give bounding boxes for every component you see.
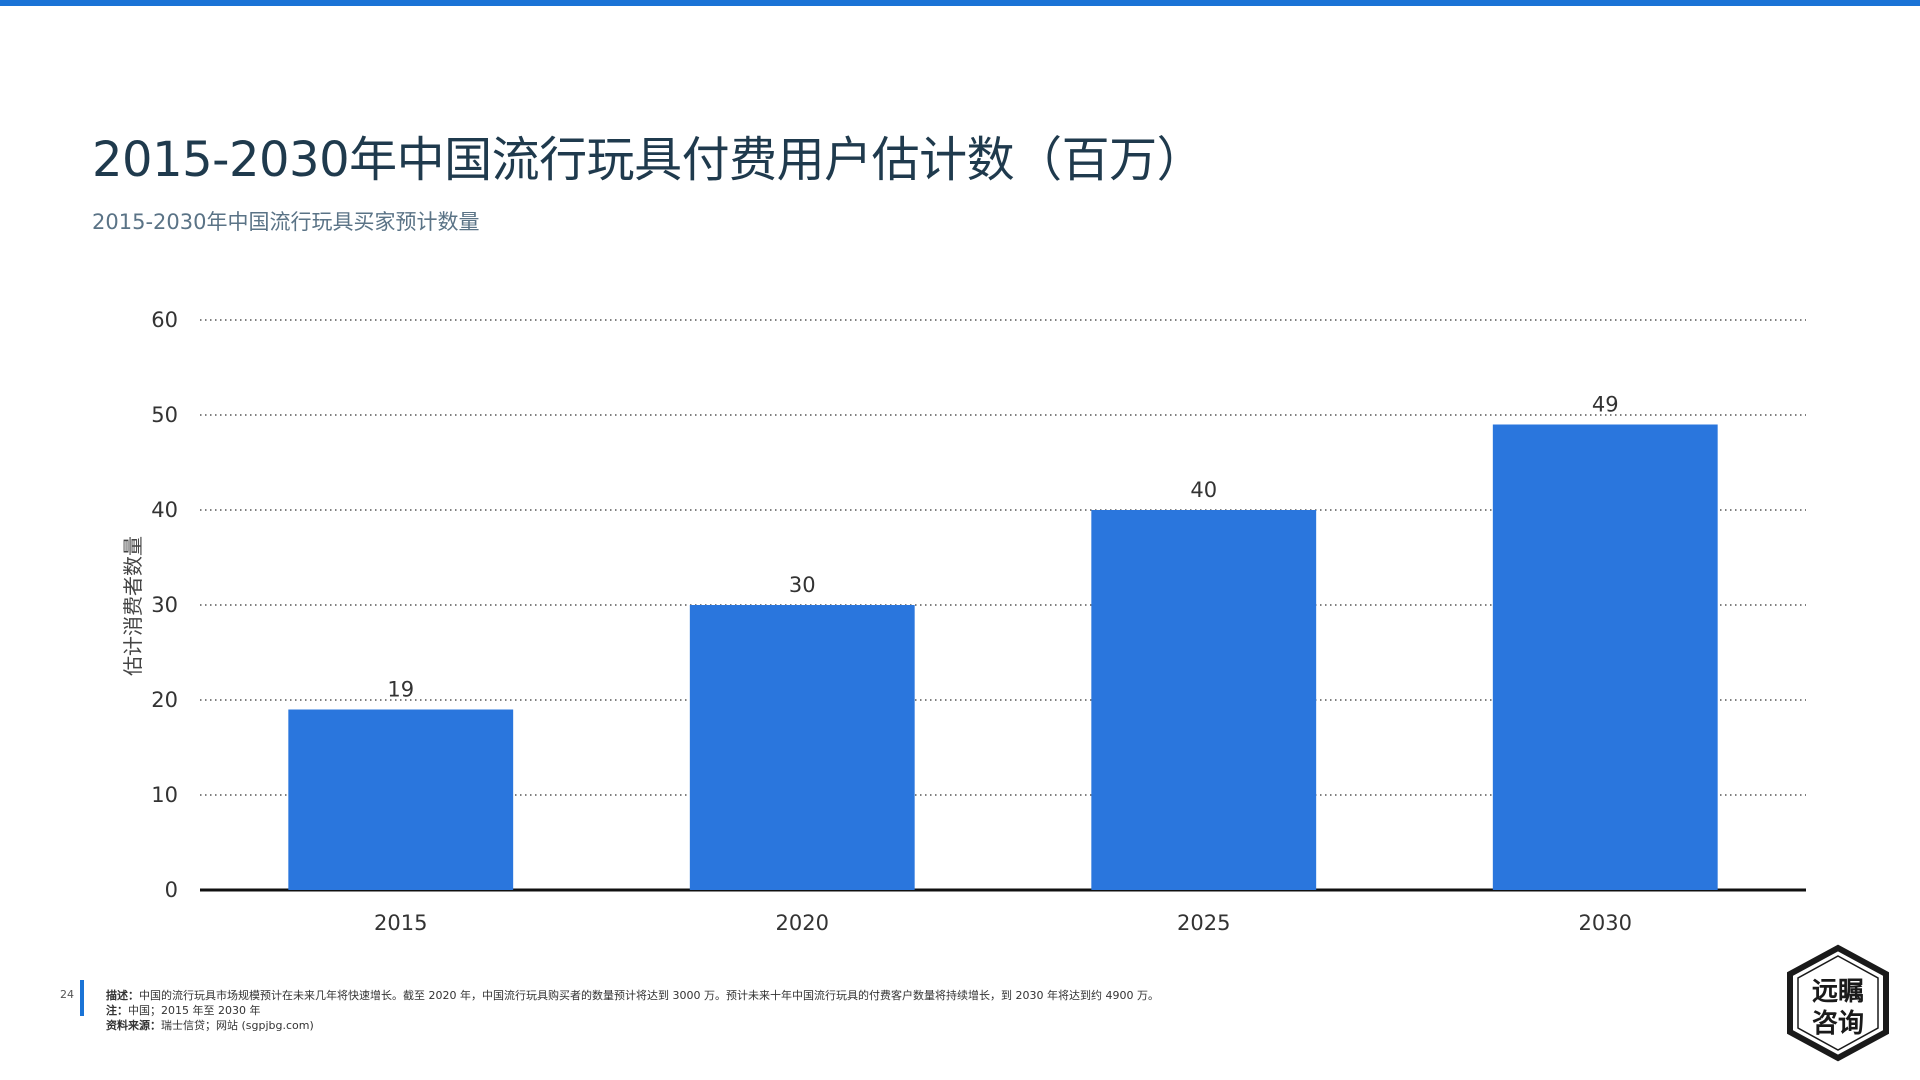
x-tick-label-2025: 2025 — [1177, 911, 1230, 935]
footer-description: 描述：中国的流行玩具市场规模预计在未来几年将快速增长。截至 2020 年，中国流… — [106, 988, 1159, 1003]
note-label: 注： — [106, 1004, 128, 1017]
bar-2015 — [288, 709, 514, 890]
top-accent-bar — [0, 0, 1920, 6]
x-tick-label-2015: 2015 — [374, 911, 427, 935]
source-text: 瑞士信贷；网站 (sgpjbg.com) — [161, 1019, 314, 1032]
logo-text-line1: 远瞩 — [1812, 977, 1864, 1007]
data-label-2030: 49 — [1592, 393, 1619, 417]
note-text: 中国；2015 年至 2030 年 — [128, 1004, 261, 1017]
y-axis-title: 估计消费者数量 — [121, 536, 145, 676]
page-subtitle: 2015-2030年中国流行玩具买家预计数量 — [92, 210, 480, 234]
y-tick-label: 0 — [165, 878, 178, 902]
description-label: 描述： — [106, 989, 139, 1002]
footer-accent-line — [80, 980, 84, 1016]
y-tick-label: 20 — [151, 688, 178, 712]
y-tick-label: 30 — [151, 593, 178, 617]
y-tick-label: 60 — [151, 308, 178, 332]
footer-notes: 描述：中国的流行玩具市场规模预计在未来几年将快速增长。截至 2020 年，中国流… — [106, 988, 1159, 1033]
bar-2025 — [1091, 510, 1317, 890]
source-label: 资料来源： — [106, 1019, 161, 1032]
bars-layer — [288, 424, 1718, 890]
y-tick-label: 10 — [151, 783, 178, 807]
footer-source: 资料来源：瑞士信贷；网站 (sgpjbg.com) — [106, 1018, 1159, 1033]
bar-2030 — [1492, 424, 1718, 890]
bar-2020 — [689, 605, 915, 890]
page-title: 2015-2030年中国流行玩具付费用户估计数（百万） — [92, 132, 1205, 188]
company-logo: 远瞩 咨询 — [1787, 944, 1889, 1062]
page-number: 24 — [60, 988, 74, 1001]
y-tick-label: 50 — [151, 403, 178, 427]
x-tick-label-2030: 2030 — [1579, 911, 1632, 935]
data-label-2020: 30 — [789, 573, 816, 597]
logo-text-line2: 咨询 — [1812, 1008, 1864, 1039]
description-text: 中国的流行玩具市场规模预计在未来几年将快速增长。截至 2020 年，中国流行玩具… — [139, 989, 1159, 1002]
footer-note: 注：中国；2015 年至 2030 年 — [106, 1003, 1159, 1018]
data-label-2015: 19 — [387, 678, 414, 702]
y-tick-label: 40 — [151, 498, 178, 522]
x-tick-label-2020: 2020 — [776, 911, 829, 935]
data-label-2025: 40 — [1190, 478, 1217, 502]
